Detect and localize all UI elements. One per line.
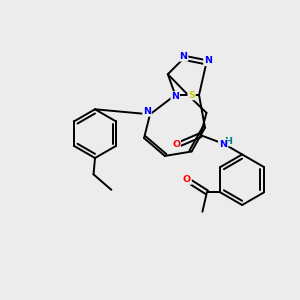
- Text: H: H: [224, 136, 232, 146]
- Text: N: N: [180, 52, 188, 61]
- Text: S: S: [188, 91, 195, 100]
- Text: N: N: [204, 56, 212, 65]
- Text: O: O: [183, 175, 191, 184]
- Text: N: N: [143, 107, 151, 116]
- Text: N: N: [219, 140, 227, 148]
- Text: O: O: [172, 140, 180, 148]
- Text: N: N: [171, 92, 179, 101]
